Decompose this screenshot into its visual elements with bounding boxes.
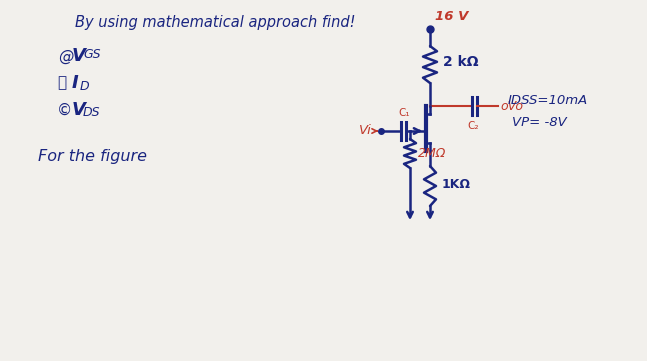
Text: ⓑ: ⓑ xyxy=(57,75,66,91)
Text: 2MΩ: 2MΩ xyxy=(418,147,446,160)
Text: VP= -8V: VP= -8V xyxy=(512,116,567,129)
Text: @: @ xyxy=(58,48,73,64)
Text: C₂: C₂ xyxy=(467,121,479,131)
Text: oVo: oVo xyxy=(500,100,523,113)
Text: 16 V: 16 V xyxy=(435,10,468,23)
Text: IDSS=10mA: IDSS=10mA xyxy=(508,95,588,108)
Text: V: V xyxy=(72,47,86,65)
Text: D: D xyxy=(80,79,90,92)
Text: 2 kΩ: 2 kΩ xyxy=(443,56,479,70)
Text: GS: GS xyxy=(83,48,100,61)
Text: 1KΩ: 1KΩ xyxy=(442,178,471,191)
Text: For the figure: For the figure xyxy=(38,148,147,164)
Text: By using mathematical approach find!: By using mathematical approach find! xyxy=(75,16,355,30)
Text: DS: DS xyxy=(83,105,100,118)
Text: Vi: Vi xyxy=(359,125,372,138)
Text: ©: © xyxy=(57,103,72,117)
Text: C₁: C₁ xyxy=(398,108,410,118)
Text: I: I xyxy=(72,74,79,92)
Text: V: V xyxy=(72,101,86,119)
